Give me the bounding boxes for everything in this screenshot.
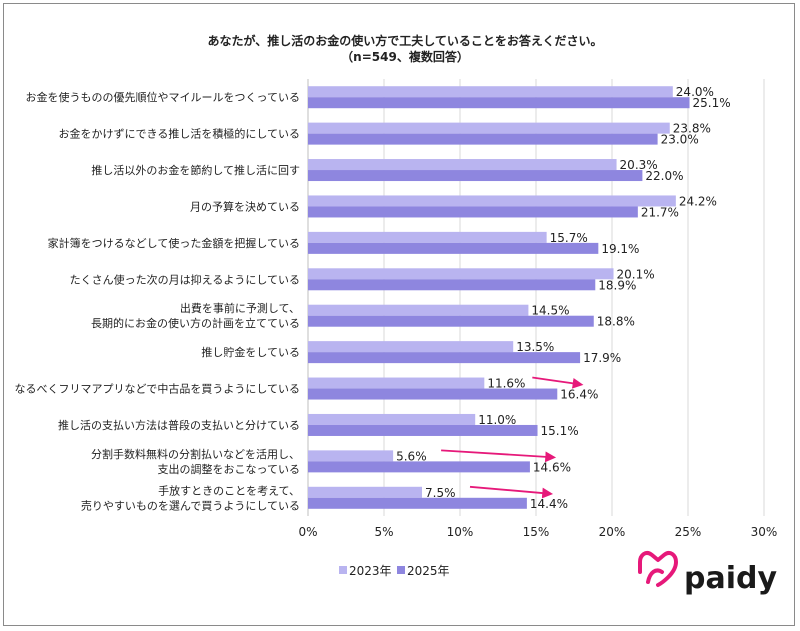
legend-label-2025: 2025年 bbox=[407, 564, 450, 578]
paidy-logo-icon bbox=[638, 551, 678, 587]
x-tick-label: 15% bbox=[523, 525, 550, 539]
category-label: 長期的にお金の使い方の計画を立てている bbox=[91, 316, 300, 330]
value-label: 23.8% bbox=[673, 122, 711, 136]
value-label: 18.9% bbox=[598, 278, 636, 292]
x-tick-label: 30% bbox=[751, 525, 778, 539]
bar-2023年-4 bbox=[308, 231, 547, 243]
value-label: 14.4% bbox=[530, 497, 568, 511]
bar-2025年-11 bbox=[308, 497, 527, 509]
category-label: 手放すときのことを考えて、 bbox=[158, 483, 300, 497]
value-label: 17.9% bbox=[583, 351, 621, 365]
value-label: 15.7% bbox=[550, 231, 588, 245]
category-label: 分割手数料無料の分割払いなどを活用し、 bbox=[91, 447, 300, 461]
category-labels: お金を使うものの優先順位やマイルールをつくっているお金をかけずにできる推し活を積… bbox=[15, 90, 300, 512]
value-label: 13.5% bbox=[516, 340, 554, 354]
value-label: 23.0% bbox=[661, 133, 699, 147]
value-label: 11.0% bbox=[478, 413, 516, 427]
value-label: 5.6% bbox=[396, 449, 427, 463]
bar-2025年-10 bbox=[308, 461, 530, 473]
change-arrow bbox=[469, 485, 554, 499]
category-label: 出費を事前に予測して、 bbox=[180, 301, 300, 315]
legend-swatch-2023 bbox=[339, 566, 347, 574]
change-arrow bbox=[441, 449, 557, 463]
bar-2025年-4 bbox=[308, 242, 599, 254]
value-label: 14.5% bbox=[531, 304, 569, 318]
legend-swatch-2025 bbox=[397, 566, 405, 574]
bar-2023年-7 bbox=[308, 341, 514, 353]
category-label: 支出の調整をおこなっている bbox=[158, 462, 300, 476]
change-arrow bbox=[532, 376, 584, 389]
value-labels: 24.0%25.1% 23.8%23.0%20.3%22.0% 24.2%21.7%… bbox=[396, 85, 731, 511]
bar-2023年-5 bbox=[308, 268, 614, 280]
x-tick-label: 25% bbox=[675, 525, 702, 539]
category-label: 家計簿をつけるなどして使った金額を把握している bbox=[48, 236, 300, 250]
value-label: 16.4% bbox=[560, 388, 598, 402]
paidy-logo-text: paidy bbox=[684, 561, 777, 596]
category-label: お金をかけずにできる推し活を積極的にしている bbox=[59, 127, 300, 141]
value-label: 7.5% bbox=[425, 486, 456, 500]
chart-title: あなたが、推し活のお金の使い方で工夫していることをお答えください。 bbox=[207, 33, 602, 48]
value-label: 18.8% bbox=[597, 315, 635, 329]
bars bbox=[308, 86, 690, 509]
category-label: なるべくフリマアプリなどで中古品を買うようにしている bbox=[15, 383, 300, 396]
arrows bbox=[441, 376, 584, 499]
category-label: 月の予算を決めている bbox=[190, 199, 300, 213]
category-label: お金を使うものの優先順位やマイルールをつくっている bbox=[26, 90, 300, 104]
value-label: 24.0% bbox=[676, 85, 714, 99]
bar-2023年-0 bbox=[308, 86, 673, 98]
bar-2025年-5 bbox=[308, 279, 596, 291]
category-label: 推し貯金をしている bbox=[201, 345, 300, 359]
bar-2025年-8 bbox=[308, 388, 558, 400]
bar-2023年-9 bbox=[308, 413, 476, 425]
category-label: 推し活以外のお金を節約して推し活に回す bbox=[91, 163, 300, 177]
category-label: たくさん使った次の月は抑えるようにしている bbox=[70, 272, 300, 286]
chart-subtitle: （n=549、複数回答） bbox=[341, 49, 469, 64]
value-label: 24.2% bbox=[679, 194, 717, 208]
bar-2023年-10 bbox=[308, 450, 394, 462]
x-tick-label: 20% bbox=[599, 525, 626, 539]
bar-2025年-7 bbox=[308, 352, 581, 364]
value-label: 22.0% bbox=[645, 169, 683, 183]
bar-2025年-9 bbox=[308, 424, 538, 436]
paidy-logo: paidy bbox=[638, 551, 777, 596]
gridlines bbox=[307, 79, 765, 516]
x-tick-label: 10% bbox=[447, 525, 474, 539]
value-label: 15.1% bbox=[541, 424, 579, 438]
legend-label-2023: 2023年 bbox=[349, 564, 392, 578]
value-label: 25.1% bbox=[693, 96, 731, 110]
value-label: 21.7% bbox=[641, 205, 679, 219]
value-label: 20.1% bbox=[617, 267, 655, 281]
category-label: 売りやすいものを選んで買うようにしている bbox=[81, 499, 300, 512]
bar-2025年-1 bbox=[308, 133, 658, 145]
value-label: 14.6% bbox=[533, 460, 571, 474]
value-label: 11.6% bbox=[487, 377, 525, 391]
bar-2023年-2 bbox=[308, 159, 617, 171]
bar-2025年-0 bbox=[308, 97, 690, 109]
bar-2023年-8 bbox=[308, 377, 485, 389]
bar-2023年-1 bbox=[308, 122, 670, 134]
bar-2023年-11 bbox=[308, 486, 422, 498]
bar-2025年-6 bbox=[308, 315, 594, 327]
value-label: 19.1% bbox=[601, 242, 639, 256]
x-tick-label: 0% bbox=[298, 525, 317, 539]
x-tick-label: 5% bbox=[374, 525, 393, 539]
legend: 2023年 2025年 bbox=[339, 564, 450, 578]
bar-2023年-3 bbox=[308, 195, 676, 207]
bar-2025年-2 bbox=[308, 170, 643, 182]
bar-2023年-6 bbox=[308, 304, 529, 316]
x-tick-labels: 0% 5% 10% 15% 20% 25% 30% bbox=[298, 525, 777, 539]
bar-2025年-3 bbox=[308, 206, 638, 218]
value-label: 20.3% bbox=[620, 158, 658, 172]
category-label: 推し活の支払い方法は普段の支払いと分けている bbox=[58, 418, 300, 432]
